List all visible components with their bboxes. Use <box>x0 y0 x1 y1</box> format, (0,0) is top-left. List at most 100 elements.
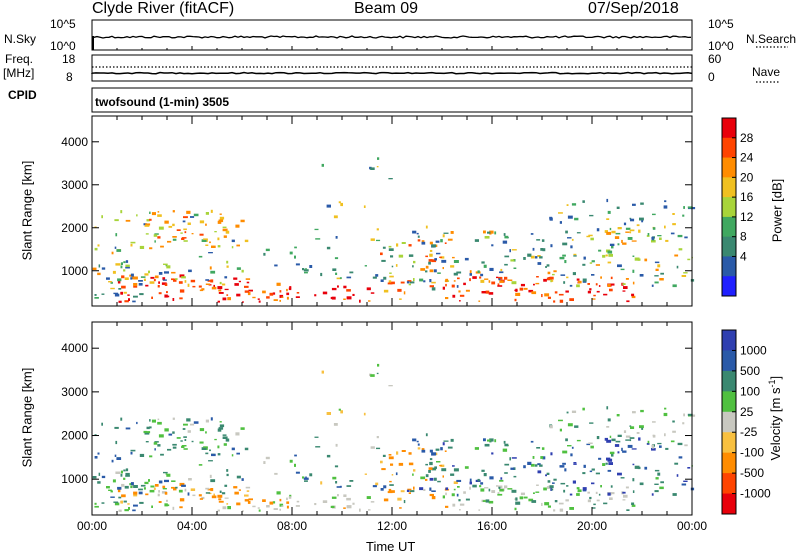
power-echo-cell <box>453 260 459 263</box>
power-echo-cell <box>304 271 308 274</box>
power-echo-cell <box>211 245 216 248</box>
velocity-echo-cell <box>605 462 608 465</box>
power-colorbar-tick-label: 8 <box>740 230 747 244</box>
power-echo-cell <box>570 245 573 249</box>
velocity-echo-cell <box>279 503 284 507</box>
velocity-echo-cell <box>116 457 122 460</box>
power-echo-cell <box>295 296 300 298</box>
power-echo-cell <box>92 267 97 270</box>
power-echo-cell <box>399 298 402 300</box>
velocity-echo-cell <box>162 485 166 489</box>
velocity-echo-cell <box>97 481 101 484</box>
velocity-echo-cell <box>160 453 164 456</box>
velocity-echo-cell <box>364 473 367 475</box>
velocity-echo-cell <box>474 447 479 450</box>
velocity-echo-cell <box>609 435 612 438</box>
power-echo-cell <box>370 167 375 170</box>
cpid-label: CPID <box>8 88 37 102</box>
velocity-echo-cell <box>530 463 535 467</box>
velocity-echo-cell <box>439 464 442 467</box>
velocity-echo-cell <box>558 502 564 505</box>
velocity-echo-cell <box>541 447 545 450</box>
power-echo-cell <box>457 277 460 280</box>
velocity-colorbar-tick-label: 100 <box>740 384 760 398</box>
power-echo-cell <box>605 254 608 257</box>
velocity-echo-cell <box>408 492 411 494</box>
power-echo-cell <box>657 235 662 237</box>
velocity-echo-cell <box>206 447 208 450</box>
x-tick-label: 00:00 <box>677 519 707 533</box>
y-tick-label: 4000 <box>61 341 88 355</box>
velocity-echo-cell <box>571 410 577 413</box>
x-tick-label: 08:00 <box>277 519 307 533</box>
velocity-echo-cell <box>101 502 105 504</box>
velocity-echo-cell <box>534 464 538 467</box>
power-echo-cell <box>144 273 149 276</box>
velocity-echo-cell <box>480 482 484 485</box>
power-echo-cell <box>433 269 437 273</box>
power-echo-cell <box>549 276 554 280</box>
power-echo-cell <box>429 269 434 273</box>
velocity-echo-cell <box>218 498 222 501</box>
velocity-echo-cell <box>245 486 251 489</box>
power-echo-cell <box>604 230 608 233</box>
power-echo-cell <box>630 218 635 222</box>
velocity-echo-cell <box>192 494 196 497</box>
power-echo-cell <box>153 279 156 282</box>
power-echo-cell <box>590 237 594 241</box>
velocity-echo-cell <box>631 448 637 450</box>
velocity-echo-cell <box>133 504 138 507</box>
power-echo-cell <box>117 278 122 282</box>
power-echo-cell <box>94 297 99 299</box>
power-colorbar-tick-label: 20 <box>740 170 754 184</box>
power-echo-cell <box>533 283 535 286</box>
power-echo-cell <box>646 235 650 237</box>
power-echo-cell <box>108 281 112 283</box>
velocity-echo-cell <box>659 486 664 490</box>
power-echo-cell <box>609 288 613 292</box>
velocity-echo-cell <box>573 462 577 464</box>
velocity-echo-cell <box>632 490 635 493</box>
power-echo-cell <box>536 276 539 278</box>
velocity-echo-cell <box>459 509 461 511</box>
power-echo-cell <box>132 300 136 303</box>
power-echo-cell <box>502 240 508 244</box>
velocity-echo-cell <box>158 480 163 484</box>
power-echo-cell <box>435 240 440 243</box>
x-tick-label: 16:00 <box>477 519 507 533</box>
velocity-echo-cell <box>528 498 534 502</box>
power-echo-cell <box>569 298 574 301</box>
velocity-echo-cell <box>366 496 371 499</box>
power-echo-cell <box>593 294 596 297</box>
power-echo-cell <box>167 240 172 243</box>
freq-tick-top: 18 <box>62 52 76 66</box>
velocity-echo-cell <box>205 487 210 490</box>
power-echo-cell <box>114 219 119 222</box>
power-echo-cell <box>149 218 152 221</box>
power-echo-cell <box>334 257 339 260</box>
velocity-echo-cell <box>503 440 506 444</box>
velocity-echo-cell <box>128 507 130 510</box>
velocity-echo-cell <box>211 453 216 457</box>
velocity-echo-cell <box>145 493 149 496</box>
power-echo-cell <box>289 251 293 255</box>
power-echo-cell <box>222 228 228 232</box>
velocity-echo-cell <box>591 468 595 471</box>
velocity-echo-cell <box>602 463 606 466</box>
power-echo-cell <box>659 278 664 281</box>
power-echo-cell <box>469 270 472 274</box>
power-echo-cell <box>639 217 644 221</box>
power-echo-cell <box>445 278 449 282</box>
power-colorbar-swatch <box>722 216 736 238</box>
velocity-echo-cell <box>536 447 541 449</box>
velocity-echo-cell <box>115 471 121 474</box>
power-echo-cell <box>670 232 675 235</box>
velocity-echo-cell <box>641 427 644 430</box>
power-echo-cell <box>179 297 183 300</box>
velocity-echo-cell <box>274 472 278 475</box>
power-echo-cell <box>515 292 521 296</box>
velocity-echo-cell <box>469 486 471 490</box>
power-echo-cell <box>571 203 577 206</box>
velocity-echo-cell <box>179 498 185 502</box>
power-echo-cell <box>537 255 541 257</box>
